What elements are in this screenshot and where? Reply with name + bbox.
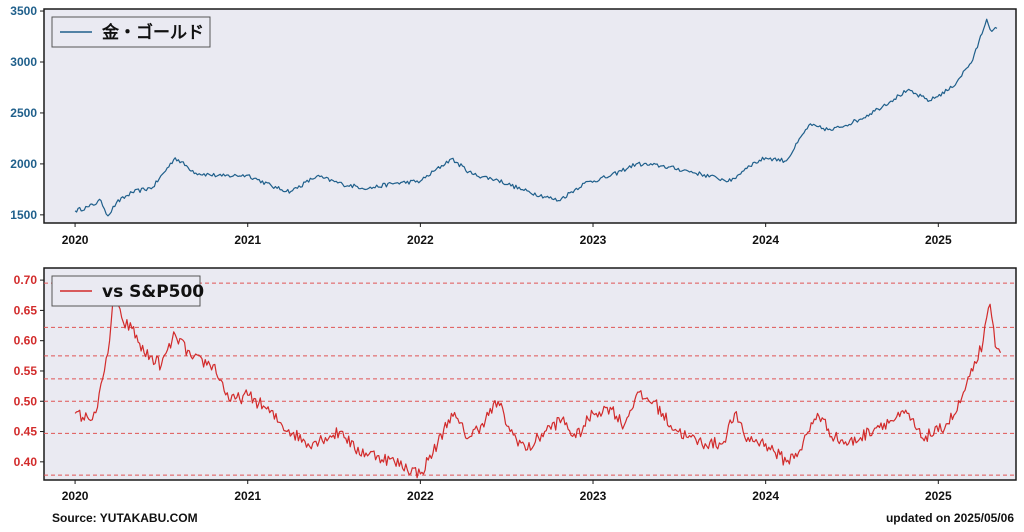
y-tick-label: 1500 — [10, 208, 37, 222]
x-tick-label: 2023 — [580, 489, 607, 503]
updated-date-label: updated on 2025/05/06 — [885, 511, 1014, 525]
x-tick-label: 2022 — [407, 489, 434, 503]
legend-label: vs S&P500 — [102, 282, 204, 302]
y-tick-label: 0.70 — [14, 273, 38, 287]
y-tick-label: 0.40 — [14, 455, 38, 469]
source-label: Source: YUTAKABU.COM — [52, 511, 198, 525]
y-tick-label: 0.45 — [14, 425, 38, 439]
x-tick-label: 2024 — [752, 233, 779, 247]
gold-price-panel: 1500 2000 2500 3000 3500 2020 2021 2022 2023 2024… — [10, 4, 1017, 247]
x-tick-label: 2025 — [925, 489, 952, 503]
y-tick-label: 2500 — [10, 106, 37, 120]
x-tick-label: 2021 — [234, 489, 261, 503]
series-line — [74, 297, 1002, 479]
y-tick-label: 0.65 — [14, 303, 38, 317]
y-tick-label: 0.50 — [14, 394, 38, 408]
x-tick-label: 2023 — [580, 233, 607, 247]
legend-label: 金・ゴールド — [101, 22, 204, 43]
x-tick-label: 2020 — [62, 489, 89, 503]
gold-vs-sp500-panel: 0.40 0.45 0.50 0.55 0.60 0.65 0.70 2020 2021 2022… — [14, 267, 1017, 503]
y-tick-label: 0.60 — [14, 334, 38, 348]
series-line — [74, 18, 998, 217]
x-tick-label: 2021 — [234, 233, 261, 247]
x-tick-label: 2024 — [752, 489, 779, 503]
y-tick-label: 3500 — [10, 4, 37, 18]
x-tick-label: 2022 — [407, 233, 434, 247]
y-tick-label: 0.55 — [14, 364, 38, 378]
x-tick-label: 2020 — [62, 233, 89, 247]
x-tick-label: 2025 — [925, 233, 952, 247]
y-tick-label: 3000 — [10, 55, 37, 69]
y-tick-label: 2000 — [10, 157, 37, 171]
